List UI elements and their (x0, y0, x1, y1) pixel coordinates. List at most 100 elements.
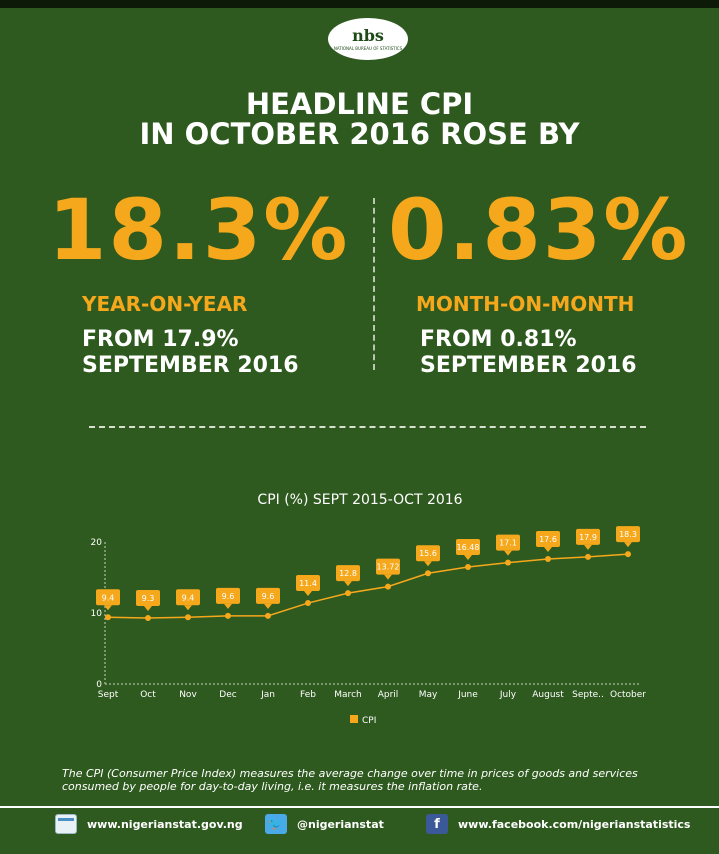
mom-label: MONTH-ON-MONTH (416, 292, 635, 316)
logo-subtitle: NATIONAL BUREAU OF STATISTICS (333, 45, 403, 51)
website-icon (55, 814, 77, 834)
y-tick-label: 0 (96, 680, 102, 690)
footer-twitter[interactable]: 🐦 @nigerianstat (265, 812, 384, 836)
data-label-pointer (224, 603, 232, 609)
x-tick-label: March (334, 690, 361, 700)
cpi-data-point (225, 612, 231, 619)
data-label-pointer (304, 591, 312, 597)
data-label: 18.3 (619, 530, 637, 539)
x-tick-label: June (457, 690, 478, 700)
data-label-pointer (344, 581, 352, 587)
data-label: 12.8 (339, 569, 357, 578)
cpi-data-point (145, 614, 151, 621)
nbs-logo: nbs NATIONAL BUREAU OF STATISTICS (328, 18, 408, 60)
horizontal-divider (89, 426, 646, 428)
cpi-data-point (465, 563, 471, 570)
data-label-box (416, 545, 440, 562)
x-tick-label: May (419, 690, 438, 700)
data-label: 9.4 (182, 593, 195, 602)
mom-from-line-1: FROM 0.81% (420, 327, 577, 352)
mom-from-line-2: SEPTEMBER 2016 (420, 353, 637, 378)
cpi-data-point (345, 590, 351, 597)
footer-twitter-text[interactable]: @nigerianstat (297, 817, 384, 831)
cpi-chart: CPI (%) SEPT 2015-OCT 2016 0 10 20 Sept Oct No… (60, 480, 660, 740)
x-tick-label: Septe.. (572, 690, 604, 700)
headline-line-2: IN OCTOBER 2016 ROSE BY (139, 117, 580, 151)
data-label-box (456, 538, 480, 555)
cpi-data-point (585, 553, 591, 560)
data-label-pointer (424, 561, 432, 567)
yoy-from-line-1: FROM 17.9% (82, 327, 239, 352)
footer-facebook-text[interactable]: www.facebook.com/nigerianstatistics (458, 817, 691, 831)
chart-title: CPI (%) SEPT 2015-OCT 2016 (257, 492, 462, 508)
x-tick-label: Oct (140, 690, 156, 700)
y-tick-label: 10 (91, 609, 103, 619)
x-tick-label: Feb (300, 690, 316, 700)
legend-swatch (350, 715, 358, 723)
data-label-box (296, 575, 320, 592)
data-label: 11.4 (299, 579, 317, 588)
x-tick-label: Nov (179, 690, 197, 700)
data-label-box (336, 565, 360, 582)
data-label: 9.6 (262, 592, 275, 601)
data-label: 17.1 (499, 539, 517, 548)
cpi-series-line (107, 553, 629, 619)
cpi-data-point (105, 614, 111, 621)
data-label: 9.3 (142, 594, 155, 603)
data-label: 9.6 (222, 592, 235, 601)
footer-website-text[interactable]: www.nigerianstat.gov.ng (87, 817, 243, 831)
cpi-chart-svg: CPI (%) SEPT 2015-OCT 2016 0 10 20 Sept Oct No… (91, 492, 647, 726)
data-label-box (216, 587, 240, 604)
yoy-value: 18.3% (48, 181, 350, 279)
footer-website[interactable]: www.nigerianstat.gov.ng (55, 812, 243, 836)
top-bar (0, 0, 719, 8)
data-label-pointer (624, 542, 632, 548)
logo-mark: nbs (352, 25, 384, 45)
vertical-divider (373, 198, 375, 370)
footer-divider (0, 806, 719, 808)
legend-label: CPI (362, 716, 376, 726)
data-label-box (176, 589, 200, 606)
data-label: 9.4 (102, 593, 115, 602)
data-label: 17.9 (579, 533, 597, 542)
yoy-label: YEAR-ON-YEAR (82, 292, 248, 316)
facebook-icon: f (426, 814, 448, 834)
x-tick-label: July (499, 690, 517, 700)
x-tick-label: Jan (260, 690, 275, 700)
data-label-pointer (184, 605, 192, 611)
cpi-data-point (185, 614, 191, 621)
x-tick-label: April (378, 690, 399, 700)
cpi-data-point (425, 570, 431, 577)
x-tick-label: Sept (98, 690, 119, 700)
data-label: 15.6 (419, 549, 437, 558)
footer-facebook[interactable]: f www.facebook.com/nigerianstatistics (426, 812, 690, 836)
data-label-pointer (144, 605, 152, 611)
data-label-pointer (584, 544, 592, 550)
cpi-data-point (265, 612, 271, 619)
y-tick-label: 20 (91, 538, 103, 548)
data-label: 17.6 (539, 535, 557, 544)
data-label-box (136, 589, 160, 606)
cpi-data-point (305, 600, 311, 607)
x-tick-label: Dec (219, 690, 236, 700)
cpi-data-point (545, 556, 551, 563)
headline-line-1: HEADLINE CPI (245, 87, 474, 121)
data-label-pointer (504, 550, 512, 556)
data-label-box (616, 526, 640, 543)
x-tick-label: August (532, 690, 564, 700)
cpi-data-point (385, 583, 391, 590)
cpi-description: The CPI (Consumer Price Index) measures … (62, 767, 638, 793)
data-label-pointer (384, 574, 392, 580)
x-tick-label: October (610, 690, 646, 700)
data-label-box (376, 558, 400, 575)
data-label-box (96, 589, 120, 606)
data-label-pointer (264, 603, 272, 609)
data-label-box (536, 531, 560, 548)
twitter-icon: 🐦 (265, 814, 287, 834)
data-label-pointer (104, 605, 112, 611)
data-label-box (576, 528, 600, 545)
data-label: 13.72 (377, 563, 400, 572)
cpi-data-point (505, 559, 511, 566)
yoy-from-line-2: SEPTEMBER 2016 (82, 353, 299, 378)
data-label-pointer (544, 547, 552, 553)
